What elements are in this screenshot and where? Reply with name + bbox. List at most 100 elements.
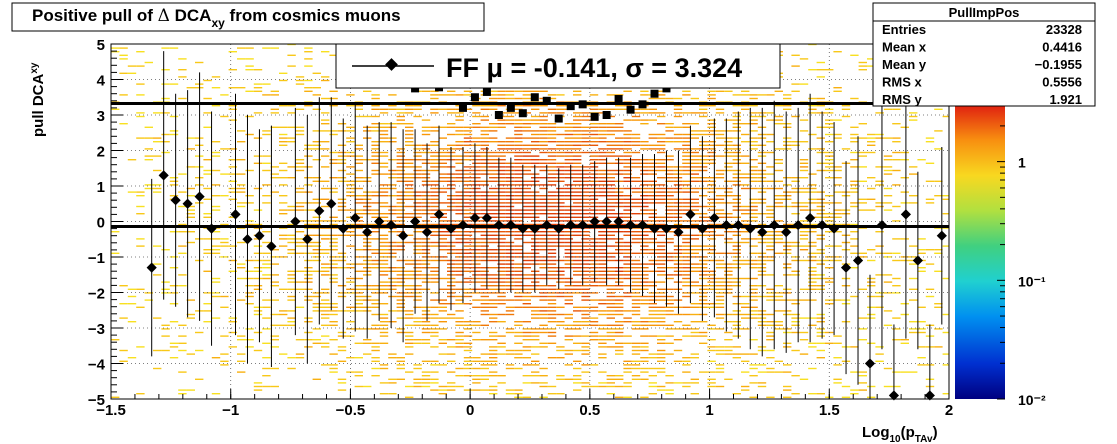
heat-cell bbox=[421, 342, 431, 344]
heat-cell bbox=[169, 346, 179, 348]
heat-cell bbox=[867, 137, 876, 139]
heat-cell bbox=[321, 155, 330, 157]
heat-cell bbox=[564, 303, 573, 305]
heat-cell bbox=[640, 162, 649, 164]
heat-cell bbox=[573, 126, 582, 128]
heat-cell bbox=[430, 223, 439, 226]
heat-cell bbox=[699, 148, 708, 150]
heat-cell bbox=[195, 61, 204, 64]
heat-cell bbox=[371, 367, 380, 370]
heat-cell bbox=[808, 267, 817, 269]
heat-cell bbox=[489, 141, 498, 143]
heat-cell bbox=[379, 155, 389, 157]
heat-cell bbox=[615, 105, 624, 107]
heat-cell bbox=[279, 105, 288, 107]
heat-cell bbox=[405, 335, 414, 337]
heat-cell bbox=[799, 209, 809, 211]
heat-cell bbox=[388, 123, 397, 125]
heat-cell bbox=[430, 274, 439, 276]
heat-cell bbox=[136, 346, 145, 348]
heat-cell bbox=[287, 112, 296, 114]
heat-cell bbox=[312, 72, 321, 74]
heat-cell bbox=[237, 241, 246, 244]
heat-cell bbox=[329, 133, 338, 136]
heat-cell bbox=[556, 241, 565, 244]
heat-cell bbox=[463, 169, 473, 172]
heat-cell bbox=[514, 342, 523, 344]
heat-cell bbox=[539, 245, 548, 247]
heat-cell bbox=[304, 223, 313, 226]
heat-cell bbox=[396, 169, 405, 172]
mean-point bbox=[230, 209, 241, 220]
heat-cell bbox=[245, 195, 254, 197]
heat-cell bbox=[531, 144, 540, 146]
heat-cell bbox=[262, 299, 271, 301]
heat-cell bbox=[304, 87, 313, 89]
heat-cell bbox=[514, 141, 523, 143]
heat-cell bbox=[606, 123, 615, 125]
heat-cell bbox=[514, 306, 523, 308]
heat-cell bbox=[808, 241, 817, 244]
heat-cell bbox=[379, 324, 389, 326]
heat-cell bbox=[648, 223, 657, 226]
heat-cell bbox=[514, 331, 523, 334]
heat-cell bbox=[489, 375, 498, 377]
heat-cell bbox=[606, 274, 615, 276]
heat-cell bbox=[304, 331, 313, 334]
heat-cell bbox=[749, 169, 758, 172]
heat-cell bbox=[472, 187, 481, 190]
heat-cell bbox=[539, 169, 548, 172]
heat-cell bbox=[497, 281, 506, 283]
heat-cell bbox=[547, 173, 557, 175]
heat-cell bbox=[396, 357, 405, 359]
heat-cell bbox=[211, 357, 221, 359]
heat-cell bbox=[665, 137, 674, 139]
heat-cell bbox=[270, 112, 279, 114]
heat-cell bbox=[539, 205, 548, 208]
heat-cell bbox=[337, 205, 347, 208]
heat-cell bbox=[925, 288, 935, 290]
heat-cell bbox=[480, 310, 489, 312]
heat-cell bbox=[237, 205, 246, 208]
heat-cell bbox=[741, 205, 750, 208]
heat-cell bbox=[749, 220, 758, 222]
heat-cell bbox=[682, 209, 691, 211]
heat-cell bbox=[388, 108, 397, 110]
heat-cell bbox=[497, 162, 506, 164]
heat-cell bbox=[925, 162, 935, 164]
heat-cell bbox=[337, 259, 347, 262]
heat-cell bbox=[144, 184, 153, 186]
heat-cell bbox=[707, 209, 716, 211]
heat-cell bbox=[312, 252, 321, 254]
heat-cell bbox=[421, 223, 431, 226]
mean-point bbox=[421, 227, 433, 238]
heat-cell bbox=[472, 202, 481, 204]
heat-cell bbox=[867, 144, 876, 146]
heat-cell bbox=[396, 328, 405, 330]
heat-cell bbox=[648, 313, 657, 316]
heat-cell bbox=[203, 213, 212, 215]
heat-cell bbox=[472, 238, 481, 240]
heat-cell bbox=[564, 141, 573, 143]
heat-cell bbox=[539, 40, 547, 41]
heat-cell bbox=[329, 249, 338, 251]
heat-cell bbox=[547, 238, 557, 240]
stats-row-value: 0.4416 bbox=[1042, 40, 1082, 55]
heat-cell bbox=[153, 349, 162, 352]
heat-cell bbox=[598, 108, 607, 110]
heat-cell bbox=[505, 144, 515, 146]
heat-cell bbox=[707, 227, 716, 229]
heat-cell bbox=[430, 144, 439, 146]
heat-cell bbox=[573, 234, 582, 236]
heat-cell bbox=[472, 223, 481, 226]
heat-cell bbox=[606, 223, 615, 226]
heat-cell bbox=[455, 213, 464, 215]
heat-cell bbox=[287, 177, 296, 179]
heat-cell bbox=[816, 191, 825, 193]
heat-cell bbox=[463, 205, 473, 208]
heat-cell bbox=[883, 324, 893, 326]
heat-cell bbox=[371, 375, 380, 377]
heat-cell bbox=[556, 94, 565, 96]
heat-cell bbox=[455, 94, 464, 96]
heat-cell bbox=[295, 166, 305, 168]
